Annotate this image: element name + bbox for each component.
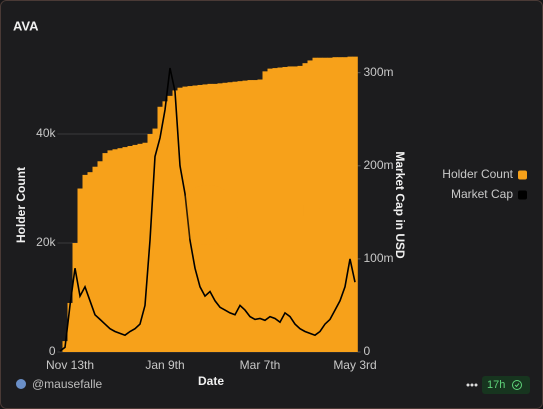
bar xyxy=(307,60,313,352)
bar xyxy=(322,57,328,353)
bar xyxy=(272,68,278,353)
check-icon xyxy=(512,380,522,390)
line xyxy=(59,67,356,352)
legend-swatch xyxy=(518,170,527,180)
bar xyxy=(182,86,188,353)
bar xyxy=(187,86,193,353)
bar xyxy=(82,174,88,352)
bar xyxy=(92,166,98,352)
bar xyxy=(337,57,343,353)
bar xyxy=(212,83,218,352)
menu[interactable] xyxy=(466,383,478,387)
age: 17h xyxy=(487,379,505,391)
x-axis-title: Date xyxy=(198,374,224,388)
bar xyxy=(107,150,113,352)
bar xyxy=(312,57,318,353)
bar xyxy=(197,84,203,353)
y-tick-label: 0 xyxy=(49,344,56,358)
legend-swatch xyxy=(518,190,527,200)
bar xyxy=(202,84,208,352)
bar xyxy=(282,66,288,353)
x-tick-label: May 3rd xyxy=(333,358,376,372)
y-axis-title: Holder Count xyxy=(14,167,28,243)
legend: Holder Count Market Cap xyxy=(442,167,527,201)
bar xyxy=(127,146,133,352)
bar xyxy=(342,57,348,353)
y2-tick-label: 0 xyxy=(364,344,371,358)
y-tick-label: 40k xyxy=(36,126,56,140)
bar xyxy=(252,80,258,353)
bar xyxy=(247,80,253,353)
x-tick-label: Mar 7th xyxy=(240,358,281,372)
bar xyxy=(207,83,213,352)
bar xyxy=(177,87,183,352)
bar xyxy=(237,81,243,352)
watermark: Dune xyxy=(258,191,358,235)
bar xyxy=(332,57,338,353)
bar xyxy=(317,57,323,353)
bar xyxy=(142,142,148,352)
avatar xyxy=(16,379,26,389)
bar xyxy=(222,82,228,352)
bar xyxy=(72,243,78,352)
x-tick-label: Jan 9th xyxy=(145,358,184,372)
bar xyxy=(122,147,128,352)
bar xyxy=(287,66,293,353)
bar xyxy=(157,106,163,352)
chart-title: AVA xyxy=(13,18,39,33)
y2-tick-label: 200m xyxy=(364,158,394,172)
legend-label: Holder Count xyxy=(442,167,513,181)
bar xyxy=(232,81,238,352)
bar xyxy=(262,71,268,352)
bar xyxy=(67,302,73,352)
bar xyxy=(137,143,143,352)
bar xyxy=(167,95,173,353)
bar xyxy=(192,85,198,353)
bar xyxy=(117,148,123,352)
bar xyxy=(172,90,178,352)
check-mark xyxy=(514,383,520,388)
watermark-logo xyxy=(178,185,238,245)
bar xyxy=(267,68,273,353)
y2-tick-label: 100m xyxy=(364,251,394,265)
bar xyxy=(292,66,298,353)
y-tick-label: 20k xyxy=(36,235,56,249)
bar xyxy=(347,56,353,353)
bar xyxy=(257,79,263,352)
bar xyxy=(227,82,233,352)
bar xyxy=(162,101,168,352)
bar xyxy=(97,161,103,352)
bar xyxy=(132,144,138,352)
bar xyxy=(87,172,93,352)
y2-axis-title: Market Cap in USD xyxy=(393,151,407,259)
bar xyxy=(102,153,108,352)
plot: 0 20k 40k 0 100m 200m 300m Nov 13th Jan 9th Mar 7… xyxy=(36,56,394,372)
bar xyxy=(302,63,308,352)
legend-label: Market Cap xyxy=(451,187,513,201)
bar xyxy=(242,80,248,352)
bar xyxy=(217,83,223,352)
y2-tick-label: 300m xyxy=(364,65,394,79)
bar xyxy=(112,149,118,352)
x-tick-label: Nov 13th xyxy=(46,358,94,372)
author[interactable]: @mausefalle xyxy=(32,377,103,391)
bar xyxy=(352,56,358,353)
bar xyxy=(327,57,333,353)
bar xyxy=(77,188,83,352)
bar xyxy=(297,65,303,353)
bar xyxy=(277,67,283,353)
bar xyxy=(152,128,158,352)
